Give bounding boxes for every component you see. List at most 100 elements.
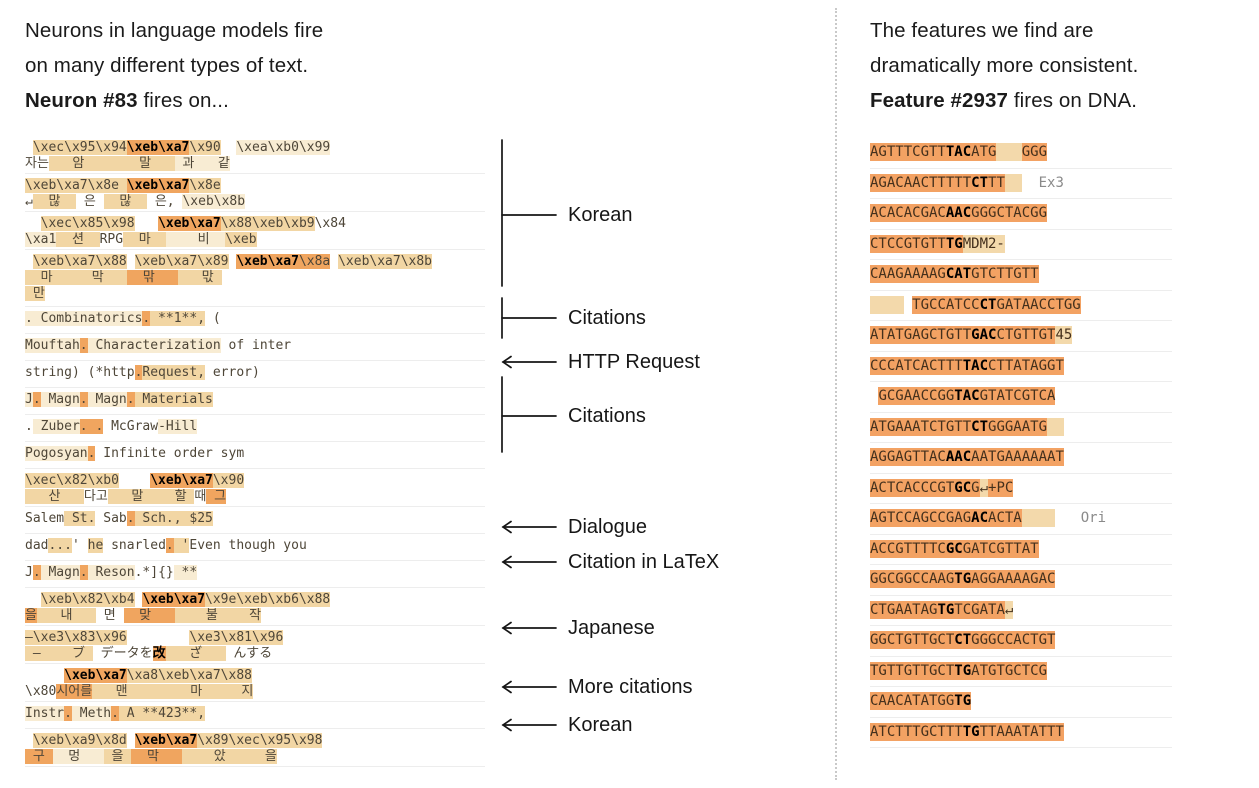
token: TAC <box>962 356 989 375</box>
dna-row: ATGAAATCTGTTCTGGGAATG <box>870 413 1172 443</box>
left-title-rest: fires on... <box>137 89 229 112</box>
annotation-label: Korean <box>568 204 633 226</box>
token: AGACAACTTTTT <box>870 173 972 192</box>
token-line: Salem St. Sab. Sch., $25 <box>25 511 485 527</box>
dna-row: GCGAACCGGTACGTATCGTCA <box>870 382 1172 413</box>
token: ' <box>71 538 88 553</box>
token: Reson <box>87 565 135 580</box>
token: RPG <box>99 232 124 247</box>
token: \xeb\xa7\x88 <box>32 254 127 269</box>
token: 말 <box>107 489 167 504</box>
token: Magn <box>40 565 80 580</box>
token: he <box>87 538 104 553</box>
token: . <box>32 565 41 580</box>
token: . <box>79 565 88 580</box>
annotation-label: Citations <box>568 405 646 427</box>
token: GTATCGTCA <box>979 387 1056 405</box>
left-arrow-icon <box>501 718 557 732</box>
token-line: J. Magn. Magn. Materials <box>25 392 485 408</box>
token: ↵ <box>979 478 989 497</box>
token: 막 <box>68 270 128 285</box>
token: Request, <box>142 365 206 380</box>
right-title-line1: The features we find are <box>870 19 1094 42</box>
token: \x90 <box>189 140 221 155</box>
token: ATG <box>971 143 997 161</box>
token: 산 <box>25 489 84 504</box>
token-line: J. Magn. Reson.*]{} ** <box>25 565 485 581</box>
token: Zuber <box>32 419 80 434</box>
token: . <box>79 419 88 434</box>
token: \xeb\xa7 <box>134 733 198 748</box>
token: G <box>971 478 980 497</box>
token: 자는 <box>25 156 49 171</box>
token: 을 <box>25 608 37 623</box>
token-row: \xeb\xa7\xa8\xeb\xa7\x88 \x80시어를 맨 마 지 <box>25 664 485 702</box>
annotation-label: Citations <box>568 307 646 329</box>
token: AC <box>971 509 989 527</box>
token: \xec\x82\xb0 <box>25 473 119 488</box>
dna-row: ACCGTTTTCGCGATCGTTAT <box>870 535 1172 565</box>
token: AAC <box>945 204 972 222</box>
left-arrow-icon <box>501 680 557 694</box>
token: GAC <box>971 326 997 344</box>
token: \xeb\xa7 <box>158 216 221 231</box>
token: Magn <box>40 392 80 407</box>
token-row: J. Magn. Reson.*]{} ** <box>25 561 485 588</box>
token-line: string) (*http.Request, error) <box>25 365 485 381</box>
token: ' <box>173 538 190 553</box>
token: Even though you <box>189 538 307 553</box>
annotation-label: More citations <box>568 676 693 698</box>
token: 맊 <box>127 270 179 285</box>
token: TTAAATATTT <box>979 722 1064 741</box>
left-title-line1: Neurons in language models fire <box>25 19 324 42</box>
token: CTGTTGT <box>996 326 1056 344</box>
dna-row: CCCATCACTTTTACCTTATAGGT <box>870 352 1172 382</box>
dna-row: CAAGAAAAGCATGTCTTGTT <box>870 260 1172 291</box>
token <box>870 295 904 314</box>
token-line: Pogosyan. Infinite order sym <box>25 446 485 462</box>
annotation-label: Japanese <box>568 617 655 639</box>
token: TAC <box>945 143 972 161</box>
token: \xea\xb0\x99 <box>236 140 331 155</box>
token-line: 구 멍 을 막 았 을 <box>25 749 485 765</box>
token: 때 <box>194 489 207 504</box>
token-line: . Zuber. . McGraw-Hill <box>25 419 485 435</box>
token: \xeb\xa7 <box>64 668 127 683</box>
token: Sch., $25 <box>134 511 213 526</box>
token: \x8a <box>298 254 331 269</box>
annotation-label: HTTP Request <box>568 351 700 373</box>
token: 비 <box>166 232 226 247</box>
dna-row: AGTCCAGCCGAGACACTA Ori <box>870 504 1172 535</box>
token: ( <box>205 311 221 326</box>
token: 과 <box>174 156 203 171</box>
token: Ex3 <box>1021 174 1064 191</box>
token: \xeb\xa7 <box>150 473 213 488</box>
token: 멍 <box>52 749 104 764</box>
token: MDM2- <box>962 234 1005 253</box>
token <box>127 630 190 645</box>
dna-row: CAACATATGGTG <box>870 687 1172 718</box>
left-arrow-icon <box>501 555 557 569</box>
token <box>25 254 33 269</box>
token-line: \xeb\x82\xb4 \xeb\xa7\x9e\xeb\xb6\x88 <box>25 592 485 608</box>
token <box>330 254 338 269</box>
bracket-line <box>501 376 557 453</box>
token <box>25 140 33 155</box>
token: -Hill <box>158 419 198 434</box>
token: **1**, <box>150 311 206 326</box>
token: GGCTGTTGCT <box>870 631 955 649</box>
token: ** <box>173 565 198 580</box>
token: 그 <box>206 489 227 504</box>
token: 맞 <box>123 608 175 623</box>
token: TG <box>937 600 955 619</box>
token: 다고 <box>83 489 108 504</box>
token: 마 <box>25 270 69 285</box>
token: TG <box>954 570 972 588</box>
token: TG <box>962 722 980 741</box>
token-row: Mouftah. Characterization of inter <box>25 334 485 361</box>
token: んする <box>225 646 273 661</box>
dna-examples: AGTTTCGTTTACATG GGG AGACAACTTTTTCTTT Ex3 A… <box>870 138 1172 748</box>
dna-row: AGACAACTTTTTCTTT Ex3 <box>870 169 1172 199</box>
token: Salem <box>25 511 65 526</box>
token: . <box>64 706 72 721</box>
